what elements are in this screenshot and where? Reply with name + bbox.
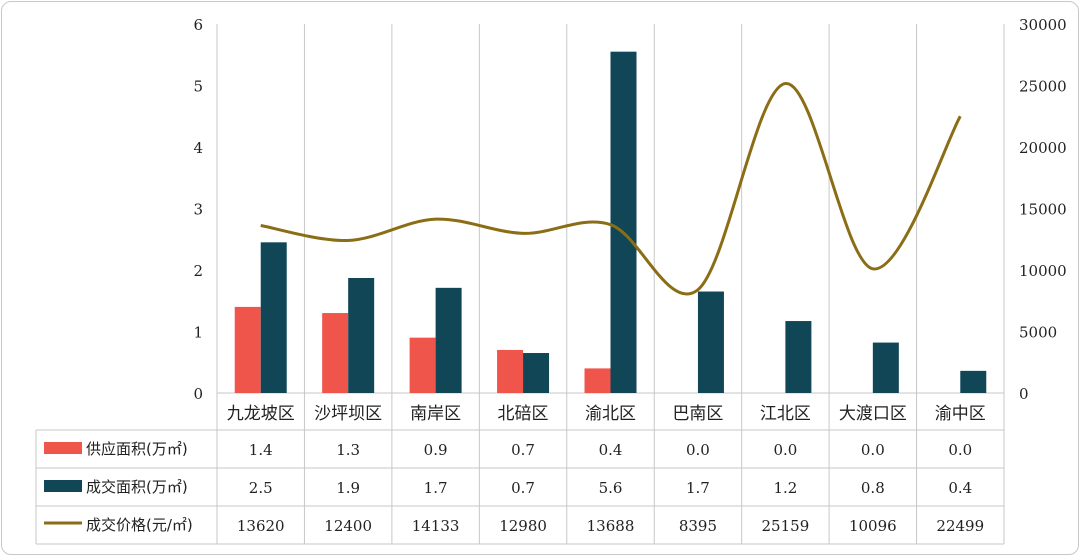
table-cell: 13620 — [237, 517, 285, 535]
legend-label: 成交面积(万㎡) — [86, 478, 188, 496]
bar-deal — [260, 242, 287, 393]
y-right-tick-label: 0 — [1019, 385, 1029, 403]
table-cell: 0.0 — [861, 441, 885, 459]
bar-deal — [610, 51, 637, 394]
table-cell: 0.4 — [948, 479, 972, 497]
bar-supply — [409, 337, 436, 393]
table-cell: 12980 — [499, 517, 547, 535]
table-cell: 1.3 — [336, 441, 360, 459]
bar-deal — [523, 353, 550, 393]
y-right-tick-label: 20000 — [1019, 139, 1067, 157]
category-label: 渝北区 — [585, 404, 636, 424]
bar-deal — [960, 370, 987, 393]
y-left-tick-label: 6 — [193, 16, 203, 34]
y-right-tick-label: 5000 — [1019, 324, 1057, 342]
y-left-tick-label: 4 — [193, 139, 203, 157]
y-left-tick-label: 0 — [193, 385, 203, 403]
table-cell: 8395 — [679, 517, 717, 535]
table-cell: 1.2 — [773, 479, 797, 497]
table-cell: 1.9 — [336, 479, 360, 497]
table-cell: 22499 — [936, 517, 984, 535]
table-cell: 0.9 — [424, 441, 448, 459]
legend-label: 供应面积(万㎡) — [86, 440, 188, 458]
y-right-tick-label: 15000 — [1019, 201, 1067, 219]
table-cell: 0.7 — [511, 479, 535, 497]
bar-supply — [584, 368, 611, 393]
table-cell: 13688 — [587, 517, 635, 535]
price-line — [260, 82, 962, 296]
table-cell: 1.4 — [249, 441, 273, 459]
category-label: 北碚区 — [498, 404, 549, 424]
y-left-tick-label: 1 — [193, 324, 203, 342]
y-left-tick-label: 2 — [193, 262, 203, 280]
table-cell: 5.6 — [599, 479, 623, 497]
table-cell: 0.0 — [686, 441, 710, 459]
y-left-tick-label: 5 — [193, 78, 203, 96]
y-left-tick-label: 3 — [193, 201, 203, 219]
table-cell: 1.7 — [424, 479, 448, 497]
table-cell: 2.5 — [249, 479, 273, 497]
category-label: 大渡口区 — [839, 404, 907, 424]
bar-deal — [872, 342, 899, 393]
table-cell: 0.7 — [511, 441, 535, 459]
y-right-tick-label: 10000 — [1019, 262, 1067, 280]
category-label: 南岸区 — [410, 404, 461, 424]
bar-deal — [697, 291, 724, 393]
legend-label: 成交价格(元/㎡) — [86, 516, 193, 534]
bar-deal — [348, 277, 375, 393]
category-label: 江北区 — [760, 404, 811, 424]
bar-deal — [785, 321, 812, 393]
bar-deal — [435, 287, 462, 393]
table-cell: 0.0 — [773, 441, 797, 459]
category-label: 渝中区 — [935, 404, 986, 424]
table-cell: 10096 — [849, 517, 897, 535]
category-label: 沙坪坝区 — [314, 404, 382, 424]
category-label: 巴南区 — [672, 404, 723, 424]
category-label: 九龙坡区 — [227, 404, 295, 424]
y-right-tick-label: 30000 — [1019, 16, 1067, 34]
table-cell: 0.8 — [861, 479, 885, 497]
bar-supply — [234, 306, 261, 393]
table-cell: 0.4 — [599, 441, 623, 459]
table-cell: 25159 — [762, 517, 810, 535]
table-cell: 1.7 — [686, 479, 710, 497]
legend-key-0 — [44, 442, 82, 454]
table-cell: 0.0 — [948, 441, 972, 459]
y-right-tick-label: 25000 — [1019, 78, 1067, 96]
table-cell: 14133 — [412, 517, 460, 535]
bar-supply — [322, 313, 349, 393]
table-cell: 12400 — [324, 517, 372, 535]
bar-supply — [497, 349, 524, 393]
legend-key-1 — [44, 480, 82, 492]
